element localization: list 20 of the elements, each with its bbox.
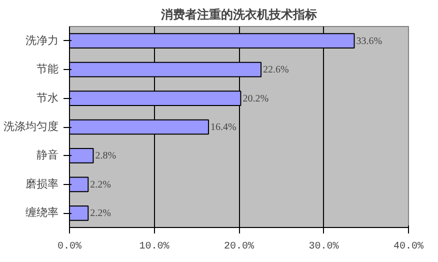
y-tick-label: 节能	[36, 62, 58, 76]
y-tick-label: 缠绕率	[26, 206, 58, 220]
x-tick-label: 40.0%	[394, 242, 424, 252]
y-tick-label: 洗净力	[26, 34, 58, 47]
y-tick-label: 洗涤均匀度	[4, 120, 58, 133]
data-label: 20.2%	[242, 93, 269, 104]
data-label: 33.6%	[356, 36, 382, 47]
chart-title: 消费者注重的洗衣机技术指标	[160, 8, 317, 22]
data-label: 2.2%	[90, 179, 111, 190]
x-tick-label: 20.0%	[224, 242, 254, 252]
x-tick-label: 0.0%	[58, 242, 82, 252]
y-tick-label: 节水	[36, 91, 58, 104]
data-label: 2.2%	[90, 208, 111, 220]
x-tick-label: 30.0%	[308, 242, 339, 252]
data-label: 16.4%	[210, 122, 236, 133]
y-tick-label: 磨损率	[26, 177, 58, 190]
y-tick-label: 静音	[36, 148, 58, 162]
data-label: 22.6%	[263, 64, 289, 76]
x-tick-label: 10.0%	[139, 242, 170, 252]
data-label: 2.8%	[95, 150, 116, 162]
